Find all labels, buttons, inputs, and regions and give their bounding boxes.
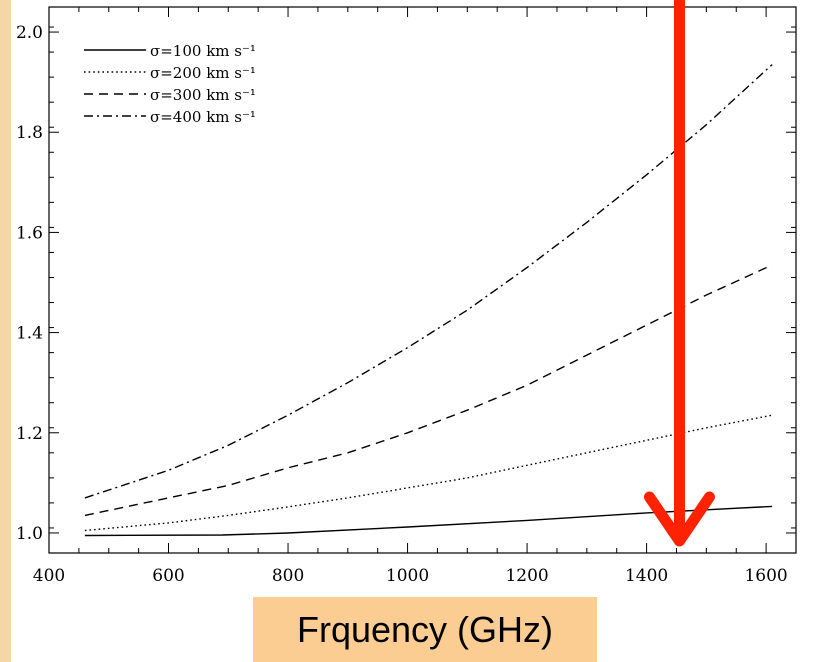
legend-label: σ=200 km s⁻¹: [150, 64, 256, 82]
y-tick-label: 1.4: [16, 324, 43, 344]
x-tick-label: 1600: [744, 566, 787, 586]
y-tick-label: 1.2: [16, 424, 43, 444]
x-axis-label-box: Frquency (GHz): [253, 597, 597, 662]
series-line: [84, 505, 773, 537]
series-line: [84, 264, 773, 517]
y-tick-label: 2.0: [16, 23, 43, 43]
series-line: [84, 64, 773, 499]
y-tick-label: 1.0: [16, 524, 43, 544]
legend-label: σ=300 km s⁻¹: [150, 86, 256, 104]
legend-label: σ=100 km s⁻¹: [150, 42, 256, 60]
arrow-head: [643, 491, 715, 547]
x-tick-label: 1000: [386, 566, 429, 586]
series-line: [84, 414, 773, 532]
x-axis-label: Frquency (GHz): [296, 608, 554, 650]
x-tick-label: 800: [272, 566, 304, 586]
y-tick-label: 1.6: [16, 223, 43, 243]
x-tick-label: 1200: [505, 566, 548, 586]
y-tick-label: 1.8: [16, 123, 43, 143]
x-tick-label: 1400: [625, 566, 668, 586]
x-tick-label: 400: [33, 566, 65, 586]
legend-label: σ=400 km s⁻¹: [150, 108, 256, 126]
plot-frame: [48, 6, 797, 554]
left-accent-strip: [0, 0, 11, 662]
x-tick-label: 600: [152, 566, 184, 586]
